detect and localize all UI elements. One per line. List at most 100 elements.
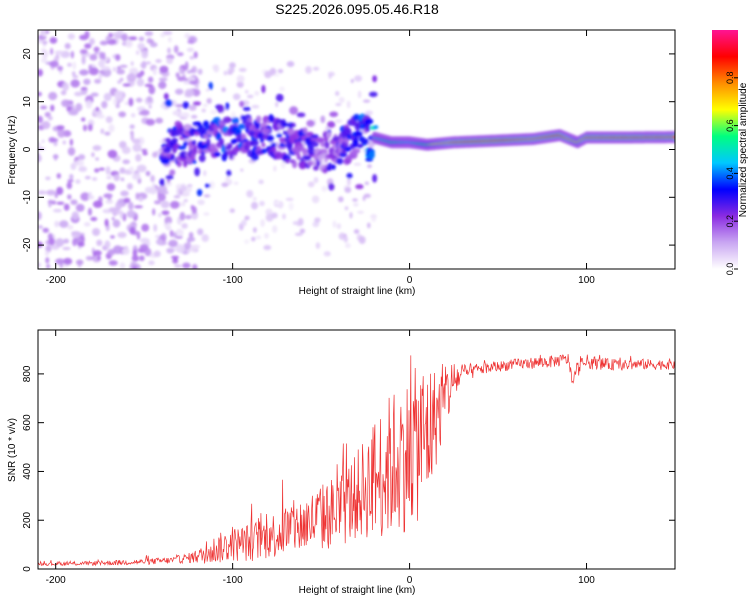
heatmap-cell (186, 237, 192, 244)
heatmap-cell (254, 90, 260, 96)
heatmap-cell (104, 208, 110, 213)
heatmap-cell (228, 67, 235, 73)
heatmap-cell (138, 111, 147, 116)
heatmap-cell (345, 243, 351, 249)
heatmap-cell (70, 162, 77, 171)
heatmap-cell (105, 199, 114, 204)
heatmap-cell (153, 224, 158, 232)
heatmap-cell (141, 148, 148, 153)
heatmap-cell (60, 90, 67, 96)
heatmap-cell (273, 73, 280, 77)
heatmap-cell (173, 256, 178, 261)
heatmap-cell (157, 185, 168, 193)
x-tick-label: 0 (407, 575, 413, 586)
heatmap-cell (350, 78, 354, 84)
heatmap-cell (159, 65, 169, 74)
heatmap-cell (62, 246, 71, 251)
heatmap-cell (99, 51, 104, 60)
heatmap-cell (313, 177, 319, 184)
heatmap-cell (56, 173, 62, 179)
heatmap-cell (122, 83, 131, 87)
heatmap-cell (266, 135, 274, 143)
heatmap-cell (208, 81, 213, 90)
heatmap-cell (115, 201, 122, 211)
heatmap-cell (129, 124, 135, 130)
heatmap-cell (94, 168, 100, 173)
heatmap-cell (226, 116, 232, 122)
heatmap-cell (112, 66, 117, 72)
heatmap-cell (291, 160, 298, 169)
heatmap-cell (93, 46, 100, 53)
heatmap-cell (105, 166, 111, 175)
colorbar-tick-label: 0.6 (725, 119, 735, 132)
heatmap-cell (277, 68, 284, 74)
heatmap-cell (367, 151, 375, 159)
heatmap-cell (49, 36, 58, 44)
heatmap-cell (190, 153, 195, 162)
heatmap-cell (226, 169, 232, 177)
y-tick-label: -20 (22, 237, 33, 252)
heatmap-cell (251, 104, 260, 109)
heatmap-cell (282, 154, 291, 162)
heatmap-cell (45, 257, 50, 264)
heatmap-cell (228, 62, 236, 69)
heatmap-cell (271, 225, 278, 233)
heatmap-cell (131, 173, 141, 181)
heatmap-cell (129, 67, 139, 75)
heatmap-cell (97, 255, 101, 261)
heatmap-cell (98, 167, 105, 171)
heatmap-cell (75, 103, 83, 112)
heatmap-cell (63, 203, 70, 211)
heatmap-cell (187, 40, 195, 44)
heatmap-cell (177, 161, 182, 168)
heatmap-cell (75, 179, 81, 184)
heatmap-cell (81, 117, 86, 122)
heatmap-cell (112, 219, 121, 228)
heatmap-cell (250, 201, 259, 210)
heatmap-cell (332, 220, 337, 228)
heatmap-cell (75, 203, 85, 212)
y-tick-label: 20 (22, 48, 33, 60)
heatmap-cell (122, 159, 131, 165)
heatmap-cell (311, 141, 319, 147)
heatmap-cell (155, 239, 164, 245)
heatmap-cell (71, 71, 76, 76)
heatmap-cell (167, 47, 171, 54)
heatmap-cell (92, 250, 102, 256)
heatmap-cell (119, 77, 124, 82)
heatmap-cell (265, 208, 273, 216)
heatmap-cell (357, 143, 364, 149)
heatmap-cell (41, 139, 45, 144)
heatmap-cell (136, 78, 145, 87)
heatmap-cell (188, 146, 194, 151)
heatmap-cell (185, 214, 192, 220)
heatmap-cell (75, 259, 84, 266)
heatmap-cell (103, 92, 112, 102)
heatmap-cell (126, 183, 133, 190)
heatmap-cell (205, 88, 210, 92)
heatmap-cell (272, 146, 277, 153)
heatmap-cell (119, 167, 126, 174)
heatmap-cell (208, 181, 216, 189)
heatmap-cell (176, 52, 184, 57)
heatmap-cell (365, 123, 371, 132)
heatmap-cell (98, 72, 103, 80)
heatmap-cell (56, 125, 65, 130)
heatmap-cell (45, 250, 49, 256)
heatmap-cell (314, 217, 321, 223)
heatmap-cell (104, 218, 109, 227)
heatmap-cell (221, 87, 226, 93)
heatmap-cell (92, 145, 102, 151)
heatmap-cell (44, 111, 51, 118)
heatmap-cell (305, 65, 312, 74)
heatmap-cell (353, 202, 359, 207)
heatmap-cell (280, 161, 286, 169)
heatmap-cell (231, 111, 236, 119)
heatmap-cell (116, 68, 125, 75)
heatmap-cell (135, 50, 140, 55)
heatmap-cell (193, 144, 198, 153)
heatmap-cell (182, 201, 186, 207)
heatmap-cell (174, 88, 184, 95)
heatmap-cell (198, 154, 206, 163)
heatmap-cell (320, 115, 326, 124)
